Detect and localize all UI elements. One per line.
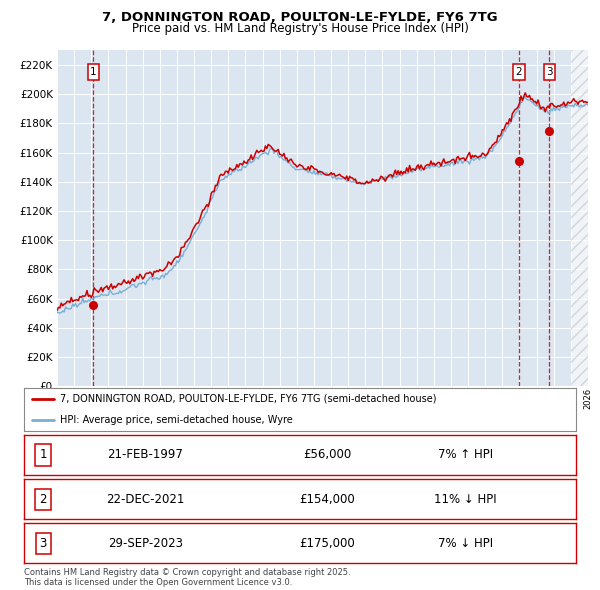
Text: 22-DEC-2021: 22-DEC-2021 <box>106 493 185 506</box>
Text: 2: 2 <box>515 67 522 77</box>
Text: £56,000: £56,000 <box>304 448 352 461</box>
Text: 7, DONNINGTON ROAD, POULTON-LE-FYLDE, FY6 7TG (semi-detached house): 7, DONNINGTON ROAD, POULTON-LE-FYLDE, FY… <box>60 394 436 404</box>
Text: £154,000: £154,000 <box>300 493 355 506</box>
Text: 7, DONNINGTON ROAD, POULTON-LE-FYLDE, FY6 7TG: 7, DONNINGTON ROAD, POULTON-LE-FYLDE, FY… <box>102 11 498 24</box>
Text: 3: 3 <box>546 67 553 77</box>
Text: 3: 3 <box>40 537 47 550</box>
Text: 1: 1 <box>90 67 97 77</box>
Text: 7% ↓ HPI: 7% ↓ HPI <box>438 537 493 550</box>
Text: HPI: Average price, semi-detached house, Wyre: HPI: Average price, semi-detached house,… <box>60 415 293 425</box>
Text: 1: 1 <box>40 448 47 461</box>
Text: 21-FEB-1997: 21-FEB-1997 <box>107 448 184 461</box>
Text: £175,000: £175,000 <box>300 537 355 550</box>
Text: 2: 2 <box>40 493 47 506</box>
Bar <box>571 50 600 386</box>
Text: Contains HM Land Registry data © Crown copyright and database right 2025.
This d: Contains HM Land Registry data © Crown c… <box>24 568 350 587</box>
Text: 29-SEP-2023: 29-SEP-2023 <box>108 537 183 550</box>
Text: 11% ↓ HPI: 11% ↓ HPI <box>434 493 497 506</box>
Text: 7% ↑ HPI: 7% ↑ HPI <box>438 448 493 461</box>
Text: Price paid vs. HM Land Registry's House Price Index (HPI): Price paid vs. HM Land Registry's House … <box>131 22 469 35</box>
